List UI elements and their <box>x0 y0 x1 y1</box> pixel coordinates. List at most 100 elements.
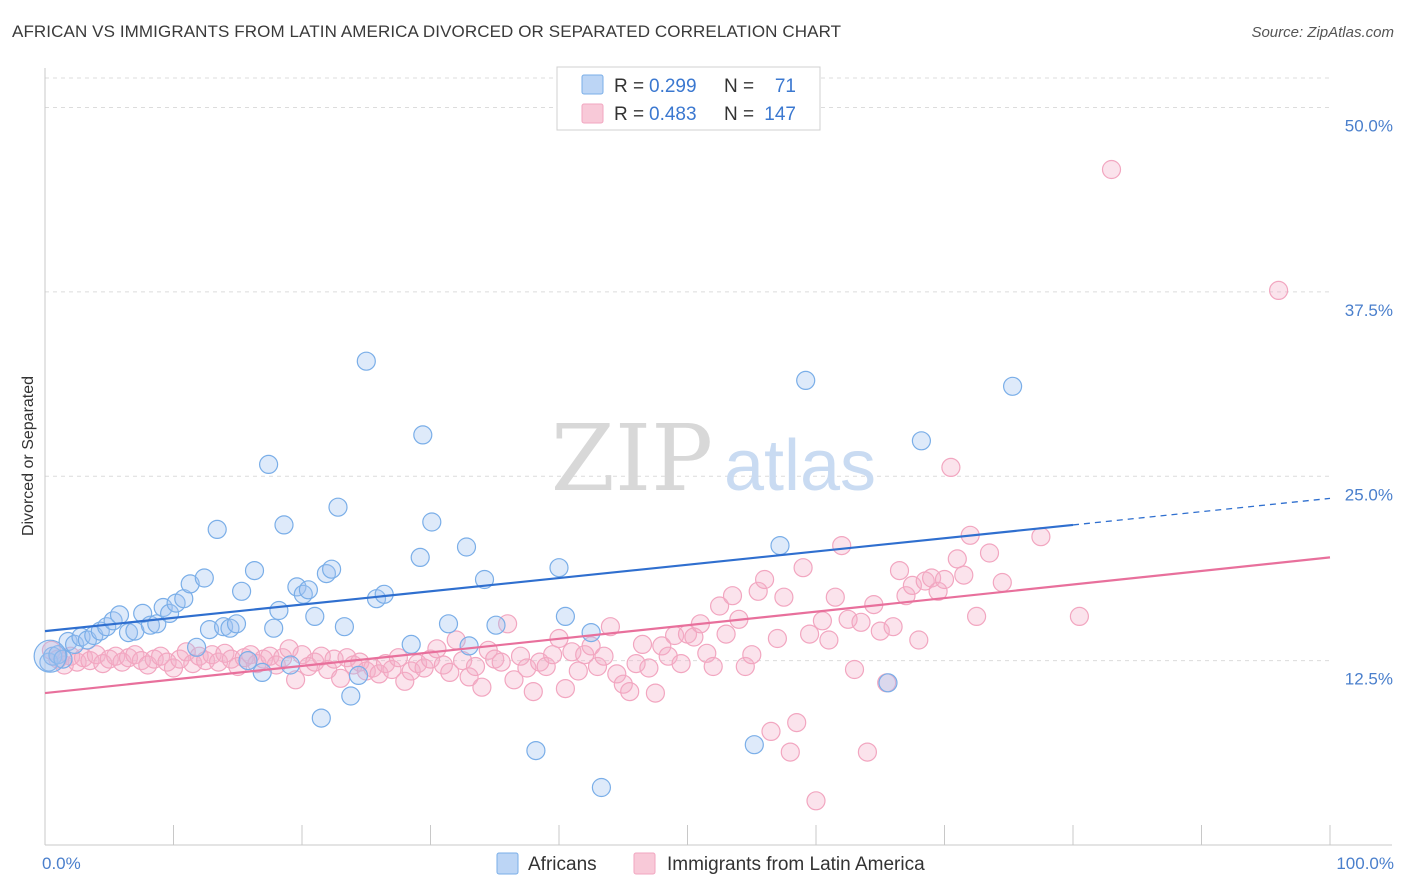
latin-america-point-111 <box>754 569 775 590</box>
bottom-legend-latin-america: Immigrants from Latin America <box>667 854 925 875</box>
latin-america-point-77 <box>536 656 556 677</box>
latin-america-point-66 <box>465 656 486 677</box>
africans-point-41 <box>298 580 318 600</box>
bottom-swatch-africans <box>496 852 519 875</box>
latin-america-point-135 <box>909 630 929 650</box>
y-axis-label: Divorced or Separated <box>20 376 37 536</box>
legend-r-label-1: R = <box>614 76 644 97</box>
watermark-zip: ZIP <box>551 405 713 512</box>
africans-point-49 <box>348 665 369 686</box>
africans-point-66 <box>591 777 612 798</box>
latin-america-point-120 <box>812 611 833 631</box>
latin-america-point-91 <box>626 653 646 674</box>
africans-point-45 <box>322 559 342 579</box>
latin-america-point-67 <box>472 677 492 697</box>
latin-america-point-73 <box>510 646 531 666</box>
latin-america-point-106 <box>722 586 743 606</box>
africans-point-62 <box>526 740 546 761</box>
latin-america-point-89 <box>613 674 633 694</box>
latin-america-point-70 <box>491 652 511 672</box>
africans-point-24 <box>194 568 214 588</box>
latin-america-point-113 <box>767 628 788 649</box>
latin-america-point-65 <box>459 667 479 687</box>
latin-america-point-147 <box>1069 606 1090 627</box>
latin-america-point-141 <box>947 549 967 569</box>
africans-point-67 <box>744 735 764 755</box>
latin-america-point-103 <box>703 656 723 677</box>
africans-point-61 <box>486 615 506 635</box>
africans-point-12 <box>109 605 130 625</box>
latin-america-point-131 <box>883 617 903 637</box>
latin-america-point-123 <box>832 535 852 556</box>
africans-point-32 <box>244 560 265 581</box>
africans-point-34 <box>259 454 279 474</box>
grid <box>45 77 1330 662</box>
africans-trend-extension <box>1072 497 1331 526</box>
latin-america-point-140 <box>941 457 961 477</box>
latin-america-point-116 <box>787 712 807 733</box>
africans-point-46 <box>328 497 348 517</box>
latin-america-point-150 <box>1031 527 1051 547</box>
legend-n-label-2: N = <box>724 104 754 125</box>
latin-america-point-38 <box>286 670 306 690</box>
legend-n-value-2: 147 <box>764 104 796 125</box>
africans-point-35 <box>264 618 284 638</box>
legend-r-value-1: 0.299 <box>649 76 697 97</box>
latin-america-point-86 <box>594 646 614 666</box>
africans-point-53 <box>401 634 421 655</box>
latin-america-point-149 <box>1268 280 1289 300</box>
latin-america-point-105 <box>716 624 736 644</box>
africans-point-69 <box>796 370 816 390</box>
africans-point-55 <box>410 547 430 568</box>
africans-point-15 <box>133 603 153 624</box>
africans-point-33 <box>252 662 272 683</box>
legend-r-label-2: R = <box>614 104 644 125</box>
latin-america-point-119 <box>806 791 826 811</box>
latin-america-point-87 <box>600 617 621 637</box>
africans-point-47 <box>334 617 354 637</box>
africans-point-60 <box>474 569 495 590</box>
africans-point-54 <box>413 425 433 445</box>
africans-point-38 <box>280 655 300 675</box>
latin-america-point-139 <box>934 569 955 590</box>
latin-america-point-84 <box>581 636 601 656</box>
latin-america-point-148 <box>1101 159 1122 180</box>
x-tick-min: 0.0% <box>42 854 81 873</box>
africans-point-59 <box>459 636 479 656</box>
latin-america-point-114 <box>774 587 794 607</box>
africans-point-43 <box>311 708 331 728</box>
watermark: ZIP atlas <box>551 405 876 512</box>
y-tick-labels: 12.5% 25.0% 37.5% 50.0% <box>1345 117 1393 689</box>
latin-america-point-144 <box>966 606 987 627</box>
africans-point-29 <box>226 614 247 634</box>
africans-point-5 <box>64 634 85 655</box>
africans-point-36 <box>269 600 289 621</box>
africans-trend-line <box>44 523 1074 633</box>
latin-america-point-93 <box>639 658 659 678</box>
latin-america-point-75 <box>523 681 543 702</box>
latin-america-point-80 <box>555 678 576 699</box>
latin-america-point-121 <box>819 630 839 650</box>
watermark-atlas: atlas <box>724 426 876 506</box>
latin-america-trend-line <box>44 556 1331 695</box>
latin-america-point-122 <box>825 587 845 607</box>
africans-point-39 <box>287 577 307 597</box>
africans-point-50 <box>356 351 376 371</box>
latin-america-point-53 <box>382 659 402 680</box>
latin-america-point-92 <box>632 634 653 655</box>
latin-america-point-112 <box>761 721 781 742</box>
latin-america-point-146 <box>992 572 1012 593</box>
y-tick-label-2: 37.5% <box>1345 301 1393 320</box>
latin-america-point-90 <box>620 681 640 702</box>
africans-point-23 <box>187 637 207 657</box>
latin-america-point-62 <box>440 662 460 683</box>
legend-swatch-africans <box>581 74 604 95</box>
africans-point-30 <box>232 581 252 601</box>
latin-america-point-125 <box>844 659 865 680</box>
trend-lines <box>44 497 1331 695</box>
latin-america-point-133 <box>896 586 916 606</box>
africans-point-22 <box>180 574 200 594</box>
africans-point-26 <box>207 519 227 540</box>
africans-point-48 <box>341 686 361 706</box>
y-tick-label-3: 50.0% <box>1345 117 1393 136</box>
